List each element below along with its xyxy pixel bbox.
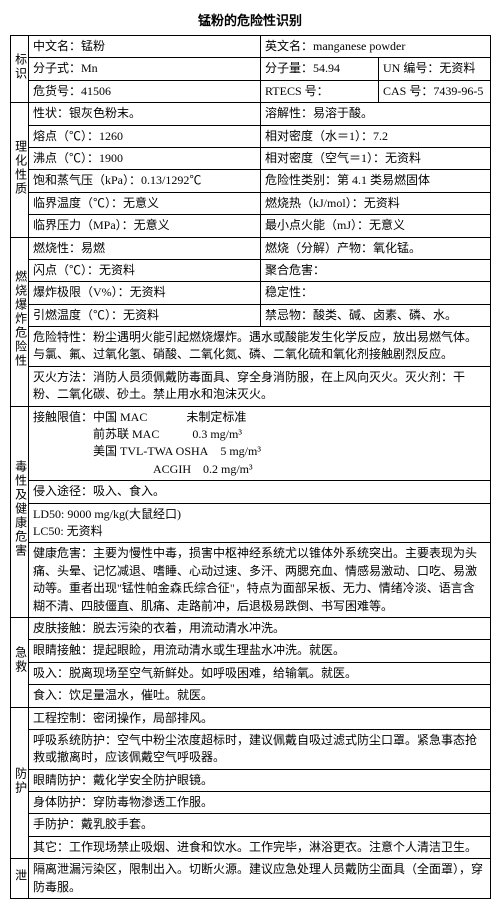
poly: 聚合危害： <box>261 259 491 281</box>
rtecs: RTECS 号： <box>261 80 379 102</box>
ld-lc: LD50: 9000 mg/kg(大鼠经口) LC50: 无资料 <box>29 503 491 543</box>
aid-inh: 吸入：脱离现场至空气新鲜处。如呼吸困难，给输氧。就医。 <box>29 662 491 684</box>
formula: 分子式：Mn <box>29 58 261 80</box>
aid-eye: 眼睛接触：提起眼睑，用流动清水或生理盐水冲洗。就医。 <box>29 640 491 662</box>
section-phys: 理化性质 <box>11 103 29 237</box>
section-fire: 燃烧爆炸危险性 <box>11 237 29 406</box>
en-name: 英文名：manganese powder <box>261 36 491 58</box>
prot-eng: 工程控制：密闭操作，局部排风。 <box>29 707 491 729</box>
reldens-a: 相对密度（空气＝1）：无资料 <box>261 147 491 169</box>
hazclass: 危险性类别：第 4.1 类易燃固体 <box>261 170 491 192</box>
mp: 熔点（℃）：1260 <box>29 125 261 147</box>
prot-hand: 手防护：戴乳胶手套。 <box>29 814 491 836</box>
cas: CAS 号：7439-96-5 <box>379 80 491 102</box>
flam: 燃烧性：易燃 <box>29 237 261 259</box>
hazno: 危货号：41506 <box>29 80 261 102</box>
section-id: 标识 <box>11 36 29 103</box>
section-leak: 泄 <box>11 859 29 899</box>
cn-name: 中文名：锰粉 <box>29 36 261 58</box>
incomp: 禁忌物：酸类、碱、卤素、磷、水。 <box>261 304 491 326</box>
crit-p: 临界压力（MPa）：无意义 <box>29 215 261 237</box>
aid-ing: 食入：饮足量温水，催吐。就医。 <box>29 685 491 707</box>
section-prot: 防护 <box>11 707 29 859</box>
un: UN 编号：无资料 <box>379 58 491 80</box>
lel: 爆炸极限（V%）：无资料 <box>29 282 261 304</box>
prot-resp: 呼吸系统防护：空气中粉尘浓度超标时，建议佩戴自吸过滤式防尘口罩。紧急事态抢救或撤… <box>29 729 491 769</box>
aid-skin: 皮肤接触：脱去污染的衣着，用流动清水冲洗。 <box>29 617 491 639</box>
prot-other: 其它：工作现场禁止吸烟、进食和饮水。工作完毕，淋浴更衣。注意个人清洁卫生。 <box>29 836 491 858</box>
solubility: 溶解性：易溶于酸。 <box>261 103 491 125</box>
min-ign: 最小点火能（mJ）：无意义 <box>261 215 491 237</box>
mw: 分子量：54.94 <box>261 58 379 80</box>
reldens-w: 相对密度（水＝1）：7.2 <box>261 125 491 147</box>
hazard-table: 标识 中文名：锰粉 英文名：manganese powder 分子式：Mn 分子… <box>10 35 491 899</box>
stab: 稳定性： <box>261 282 491 304</box>
section-aid: 急救 <box>11 617 29 707</box>
health-hazard: 健康危害：主要为慢性中毒，损害中枢神经系统尤以锥体外系统突出。主要表现为头痛、头… <box>29 543 491 618</box>
leak-text: 隔离泄漏污染区，限制出入。切断火源。建议应急处理人员戴防尘面具（全面罩），穿防毒… <box>29 859 491 899</box>
fire-hazard: 危险特性：粉尘遇明火能引起燃烧爆炸。遇水或酸能发生化学反应，放出易燃气体。与氯、… <box>29 327 491 367</box>
comb-prod: 燃烧（分解）产物：氧化锰。 <box>261 237 491 259</box>
vp: 饱和蒸气压（kPa）：0.13/1292℃ <box>29 170 261 192</box>
bp: 沸点（℃）：1900 <box>29 147 261 169</box>
extinguish: 灭火方法：消防人员须佩戴防毒面具、穿全身消防服，在上风向灭火。灭火剂：干粉、二氧… <box>29 366 491 406</box>
ign-t: 引燃温度（℃）：无资料 <box>29 304 261 326</box>
exposure-limits: 接触限值：中国 MAC 未制定标准 前苏联 MAC 0.3 mg/m³ 美国 T… <box>29 406 491 481</box>
route: 侵入途径：吸入、食入。 <box>29 481 491 503</box>
crit-t: 临界温度（℃）：无意义 <box>29 192 261 214</box>
flash: 闪点（℃）：无资料 <box>29 259 261 281</box>
comb-h: 燃烧热（kJ/mol）：无资料 <box>261 192 491 214</box>
appearance: 性状：银灰色粉末。 <box>29 103 261 125</box>
prot-eye: 眼睛防护：戴化学安全防护眼镜。 <box>29 769 491 791</box>
prot-body: 身体防护：穿防毒物渗透工作服。 <box>29 792 491 814</box>
page-title: 锰粉的危险性识别 <box>10 10 490 29</box>
section-tox: 毒性及健康危害 <box>11 406 29 617</box>
